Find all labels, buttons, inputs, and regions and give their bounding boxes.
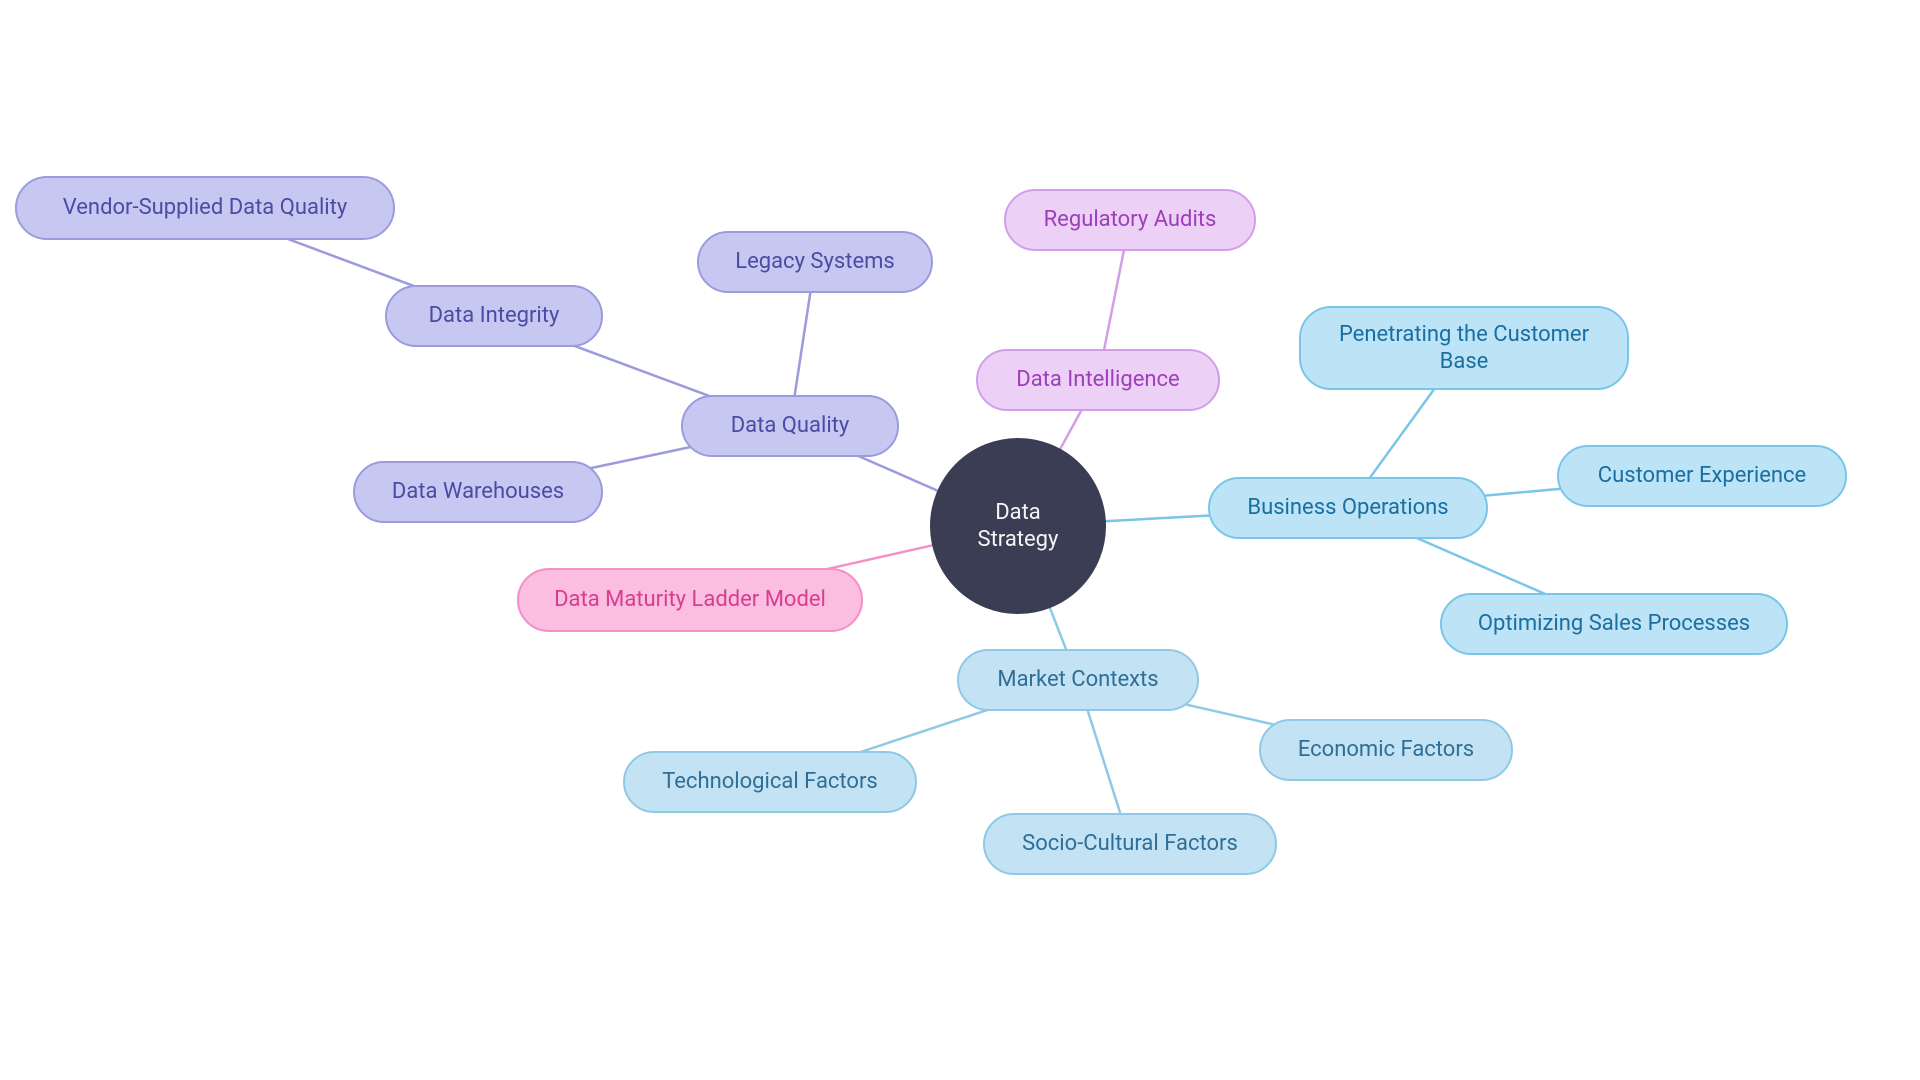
node-label: Legacy Systems [735,248,895,276]
center-node[interactable]: Data Strategy [930,438,1106,614]
node-bo_opt[interactable]: Optimizing Sales Processes [1440,593,1788,655]
node-label: Market Contexts [997,666,1158,694]
node-label: Socio-Cultural Factors [1022,830,1238,858]
node-mc_soc[interactable]: Socio-Cultural Factors [983,813,1277,875]
node-di_reg[interactable]: Regulatory Audits [1004,189,1256,251]
center-node-label: Data Strategy [956,499,1080,554]
node-label: Customer Experience [1598,462,1806,490]
node-label: Business Operations [1247,494,1448,522]
node-label: Vendor-Supplied Data Quality [63,194,348,222]
node-label: Data Integrity [429,302,560,330]
node-label: Optimizing Sales Processes [1478,610,1750,638]
node-mc_tech[interactable]: Technological Factors [623,751,917,813]
node-label: Technological Factors [662,768,878,796]
node-bo_cx[interactable]: Customer Experience [1557,445,1847,507]
node-label: Data Warehouses [392,478,564,506]
node-label: Data Intelligence [1016,366,1179,394]
node-dq[interactable]: Data Quality [681,395,899,457]
node-bo_pen[interactable]: Penetrating the Customer Base [1299,306,1629,390]
mindmap-canvas: Data Strategy Data Quality Data Integrity V… [0,0,1920,1080]
node-label: Economic Factors [1298,736,1474,764]
node-di[interactable]: Data Intelligence [976,349,1220,411]
node-dq_integrity[interactable]: Data Integrity [385,285,603,347]
node-mc_eco[interactable]: Economic Factors [1259,719,1513,781]
node-mc[interactable]: Market Contexts [957,649,1199,711]
node-dq_wh[interactable]: Data Warehouses [353,461,603,523]
node-label: Data Maturity Ladder Model [554,586,826,614]
node-dq_vendor[interactable]: Vendor-Supplied Data Quality [15,176,395,240]
node-label: Penetrating the Customer Base [1325,321,1603,376]
node-bo[interactable]: Business Operations [1208,477,1488,539]
node-label: Data Quality [731,412,850,440]
node-mat[interactable]: Data Maturity Ladder Model [517,568,863,632]
node-dq_legacy[interactable]: Legacy Systems [697,231,933,293]
node-label: Regulatory Audits [1044,206,1217,234]
